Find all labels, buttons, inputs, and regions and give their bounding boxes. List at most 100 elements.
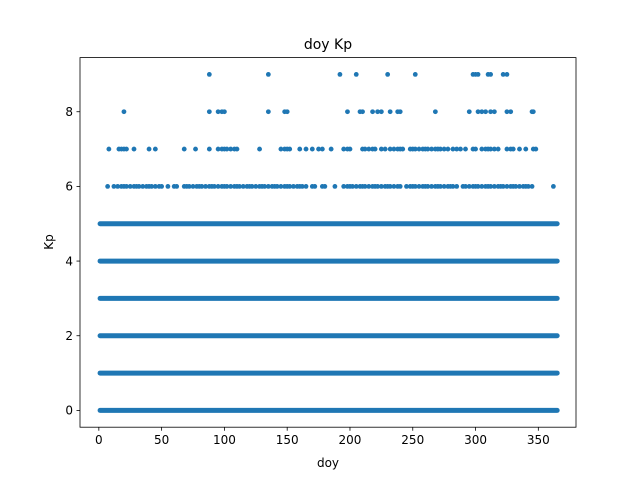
point-kp-6	[203, 184, 208, 189]
point-kp-9	[385, 72, 391, 77]
y-axis: 0 2 4 6 8	[65, 105, 80, 418]
point-kp-6	[115, 184, 121, 189]
point-kp-9	[265, 72, 271, 77]
point-kp-7	[215, 146, 221, 152]
point-kp-7	[412, 146, 418, 152]
point-kp-6	[425, 184, 431, 189]
point-kp-7	[378, 146, 384, 152]
point-kp-6	[240, 184, 246, 189]
point-kp-8	[360, 109, 365, 115]
point-kp-9	[206, 72, 212, 77]
point-kp-7	[362, 146, 368, 152]
point-kp-7	[146, 146, 152, 152]
point-kp-7	[328, 146, 334, 152]
x-tick-label: 300	[464, 433, 487, 447]
point-kp-6	[215, 184, 221, 189]
point-kp-7	[206, 146, 212, 152]
point-kp-7	[303, 146, 309, 152]
x-tick-label: 150	[276, 433, 299, 447]
point-kp-9	[504, 72, 510, 77]
point-kp-6	[174, 184, 180, 189]
point-kp-6	[136, 184, 142, 189]
y-tick-label: 4	[65, 254, 73, 268]
point-kp-7	[488, 146, 494, 152]
point-kp-6	[253, 184, 259, 189]
point-kp-6	[437, 184, 443, 189]
point-kp-7	[391, 146, 397, 152]
y-tick-label: 2	[65, 329, 73, 343]
point-kp-8	[375, 109, 380, 115]
point-kp-6	[237, 184, 242, 189]
point-kp-6	[517, 184, 522, 189]
x-tick-label: 250	[401, 433, 424, 447]
point-kp-7	[387, 146, 393, 152]
point-kp-9	[337, 72, 343, 77]
point-kp-6	[550, 184, 556, 189]
point-kp-6	[299, 184, 305, 189]
point-kp-6	[140, 184, 146, 189]
point-kp-6	[341, 184, 347, 189]
point-kp-8	[206, 109, 212, 115]
point-kp-6	[463, 184, 468, 189]
x-axis: 0 50 100 150 200 250 300 350	[95, 427, 550, 447]
point-kp-7	[347, 146, 353, 152]
y-axis-label: Kp	[42, 234, 56, 250]
point-kp-6	[362, 184, 368, 189]
point-kp-6	[375, 184, 380, 189]
point-kp-6	[274, 184, 280, 189]
point-kp-7	[450, 146, 456, 152]
point-kp-8	[284, 109, 290, 115]
point-kp-6	[500, 184, 506, 189]
point-kp-9	[500, 72, 506, 77]
point-kp-6	[391, 184, 397, 189]
point-kp-8	[475, 109, 481, 115]
point-kp-7	[445, 146, 451, 152]
point-kp-7	[491, 146, 497, 152]
point-kp-6	[350, 184, 355, 189]
point-kp-6	[450, 184, 456, 189]
point-kp-8	[432, 109, 438, 115]
y-tick-label: 0	[65, 404, 73, 418]
point-kp-6	[378, 184, 384, 189]
point-kp-9	[475, 72, 481, 77]
point-kp-6	[412, 184, 418, 189]
point-kp-6	[152, 184, 158, 189]
y-tick-label: 6	[65, 180, 73, 194]
point-kp-7	[523, 146, 529, 152]
point-kp-7	[257, 146, 262, 152]
point-kp-6	[291, 184, 296, 189]
point-kp-7	[234, 146, 240, 152]
point-kp-8	[378, 109, 384, 115]
point-kp-8	[121, 109, 127, 115]
point-kp-6	[159, 184, 165, 189]
point-kp-7	[131, 146, 137, 152]
point-kp-6	[127, 184, 133, 189]
point-kp-6	[529, 184, 535, 189]
point-kp-7	[504, 146, 510, 152]
point-kp-7	[341, 146, 347, 152]
point-kp-7	[297, 146, 303, 152]
point-kp-7	[463, 146, 468, 152]
point-kp-7	[473, 146, 478, 152]
point-kp-6	[479, 184, 485, 189]
point-kp-7	[316, 146, 321, 152]
point-kp-6	[488, 184, 494, 189]
point-kp-6	[124, 184, 129, 189]
point-kp-8	[222, 109, 227, 115]
point-kp-6	[387, 184, 393, 189]
point-kp-7	[287, 146, 293, 152]
point-kp-6	[332, 184, 338, 189]
point-kp-7	[382, 146, 388, 152]
point-kp-7	[458, 146, 463, 152]
point-kp-6	[475, 184, 481, 189]
point-kp-7	[224, 146, 230, 152]
x-tick-label: 200	[339, 433, 362, 447]
point-kp-6	[165, 184, 171, 189]
point-kp-8	[508, 109, 514, 115]
point-kp-8	[483, 109, 488, 115]
point-kp-8	[387, 109, 393, 115]
point-kp-6	[199, 184, 205, 189]
point-kp-9	[353, 72, 359, 77]
point-kp-8	[488, 109, 494, 115]
